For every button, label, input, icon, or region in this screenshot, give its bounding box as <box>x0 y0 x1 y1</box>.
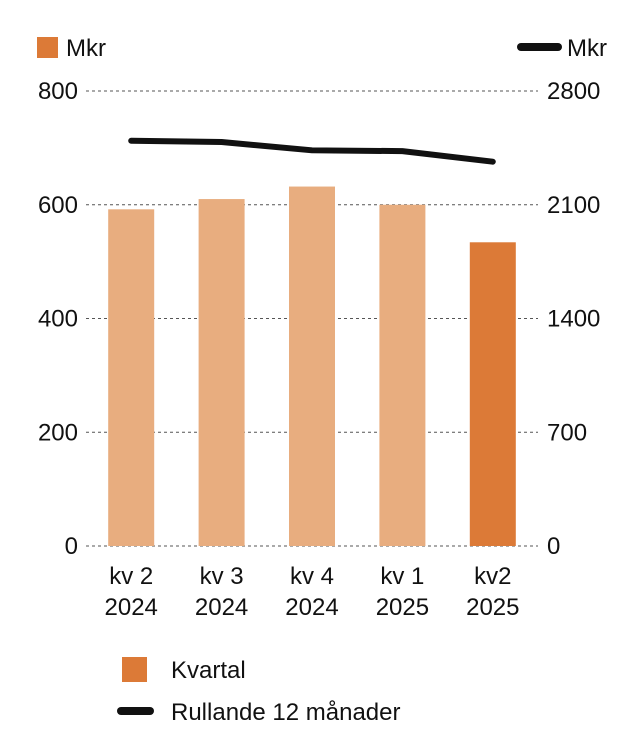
x-tick-label: kv 4 2024 <box>285 563 338 621</box>
right-tick-label: 2800 <box>547 78 600 105</box>
right-tick-label: 0 <box>547 533 560 560</box>
bar <box>108 209 155 547</box>
bar <box>289 186 335 547</box>
right-unit-label: Mkr <box>567 35 607 62</box>
legend-label-rolling: Rullande 12 månader <box>171 699 401 726</box>
legend-swatch-kvartal <box>122 657 147 682</box>
x-tick-label: kv 3 2024 <box>195 563 248 621</box>
bar <box>469 242 516 546</box>
left-tick-label: 600 <box>38 192 78 219</box>
left-tick-label: 400 <box>38 306 78 333</box>
line-series-path <box>128 137 496 165</box>
x-axis-labels: kv 2 2024 kv 3 2024 kv 4 2024 kv 1 2025 kv2 2025 <box>105 563 520 621</box>
left-unit-swatch <box>37 37 58 58</box>
bars <box>108 186 516 547</box>
legend-label-kvartal: Kvartal <box>171 657 246 684</box>
right-axis-ticks: 0 700 1400 2100 2800 <box>547 78 600 560</box>
left-unit-key: Mkr <box>37 35 106 62</box>
right-tick-label: 2100 <box>547 192 600 219</box>
left-unit-label: Mkr <box>66 35 106 62</box>
right-unit-key: Mkr <box>517 35 607 62</box>
bar <box>198 199 245 546</box>
x-tick-label: kv2 2025 <box>466 563 519 621</box>
right-tick-label: 1400 <box>547 306 600 333</box>
left-axis-ticks: 0 200 400 600 800 <box>38 78 78 560</box>
right-tick-label: 700 <box>547 419 587 446</box>
bar <box>379 204 426 546</box>
x-tick-label: kv 1 2025 <box>376 563 429 621</box>
line-series <box>128 137 496 165</box>
left-tick-label: 0 <box>65 533 78 560</box>
left-tick-label: 800 <box>38 78 78 105</box>
x-tick-label: kv 2 2024 <box>105 563 158 621</box>
left-tick-label: 200 <box>38 419 78 446</box>
legend: Kvartal Rullande 12 månader <box>117 657 401 726</box>
